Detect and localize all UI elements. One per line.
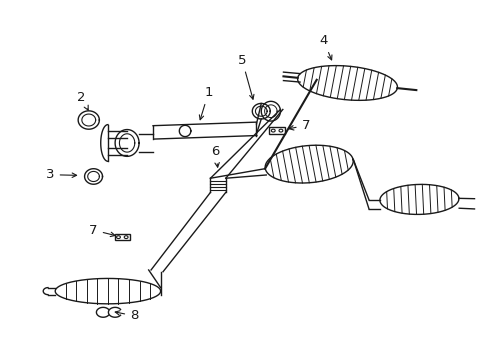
Bar <box>114 234 130 240</box>
Text: 2: 2 <box>77 91 88 110</box>
Text: 5: 5 <box>237 54 253 99</box>
Text: 3: 3 <box>46 168 77 181</box>
Text: 4: 4 <box>319 34 331 60</box>
Text: 6: 6 <box>211 145 220 167</box>
Text: 8: 8 <box>115 309 138 322</box>
Text: 7: 7 <box>89 224 115 237</box>
Bar <box>269 127 284 134</box>
Text: 7: 7 <box>288 119 309 132</box>
Text: 1: 1 <box>199 86 212 120</box>
